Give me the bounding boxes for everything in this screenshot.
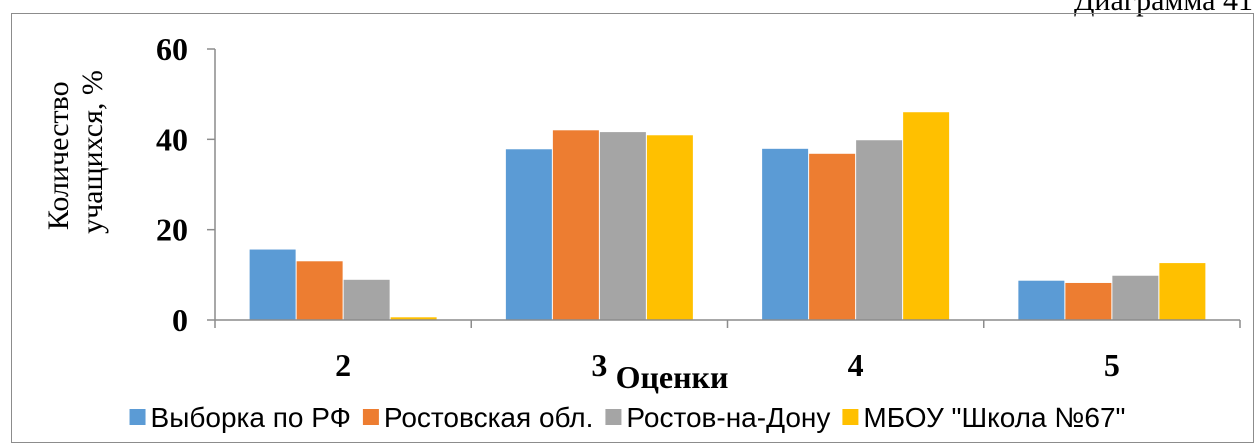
bar [296,261,343,320]
bar [646,135,693,320]
legend-swatch [605,409,622,425]
bar [903,112,950,320]
x-tick-label: 3 [591,347,607,383]
bar [856,140,903,320]
y-axis-title-line-1: Количество [42,81,75,230]
legend-item: Ростов-на-Дону [605,402,830,433]
legend-item: Ростовская обл. [362,402,594,433]
y-axis-title: Количество учащихся, % [42,70,109,234]
bar [343,279,390,320]
x-tick-label: 4 [848,347,864,383]
legend-label: Ростовская обл. [384,402,594,433]
legend-swatch [129,409,146,425]
bar [1065,282,1112,320]
bars [249,112,1206,320]
y-tick-label: 0 [172,302,188,338]
y-axis-ticks: 0 20 40 60 [156,31,216,338]
bar [1018,280,1065,320]
legend: Выборка по РФ Ростовская обл. Ростов-на-До… [129,402,1125,433]
legend-label: Выборка по РФ [151,402,351,433]
bar [505,149,552,320]
legend-label: МБОУ "Школа №67" [863,402,1125,433]
x-axis-ticks: 2 3 4 5 [214,320,1241,383]
x-tick-label: 2 [335,347,351,383]
bar [762,148,809,320]
bar [552,130,599,320]
diagram-caption: Диаграмма 41 [1073,0,1253,17]
bar [809,153,856,320]
x-axis-title: Оценки [616,359,729,395]
y-axis-title-line-2: учащихся, % [76,70,109,234]
legend-label: Ростов-на-Дону [626,402,830,433]
x-tick-label: 5 [1104,347,1120,383]
y-tick-label: 60 [156,31,188,67]
bar [390,317,437,320]
legend-swatch [842,409,859,425]
bar [1159,263,1206,320]
legend-item: МБОУ "Школа №67" [842,402,1125,433]
chart-frame [11,13,1254,443]
bar [1112,275,1159,320]
legend-swatch [362,409,379,425]
y-tick-label: 40 [156,121,188,157]
bar [599,132,646,320]
y-tick-label: 20 [156,212,188,248]
legend-item: Выборка по РФ [129,402,351,433]
bar [249,249,296,320]
